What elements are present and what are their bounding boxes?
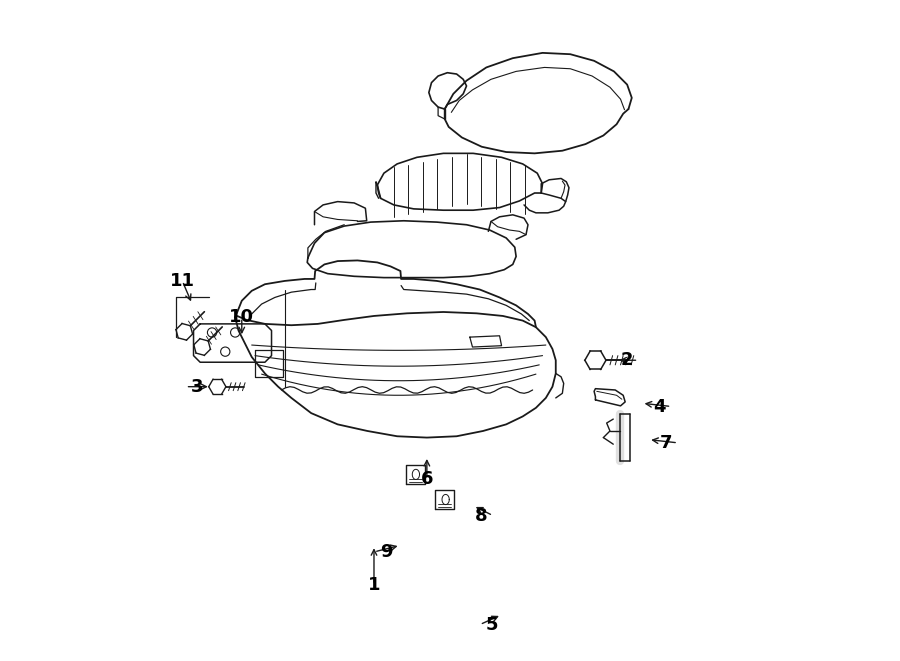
Text: 4: 4 [653, 397, 666, 416]
Text: 3: 3 [191, 377, 203, 396]
Text: 7: 7 [660, 434, 672, 452]
Text: 1: 1 [368, 576, 380, 594]
Text: 8: 8 [475, 506, 488, 525]
Text: 10: 10 [230, 308, 255, 327]
Text: 11: 11 [170, 272, 194, 290]
Text: 6: 6 [420, 470, 433, 488]
Text: 5: 5 [485, 615, 498, 634]
Text: 9: 9 [380, 543, 392, 561]
Text: 2: 2 [620, 351, 633, 369]
